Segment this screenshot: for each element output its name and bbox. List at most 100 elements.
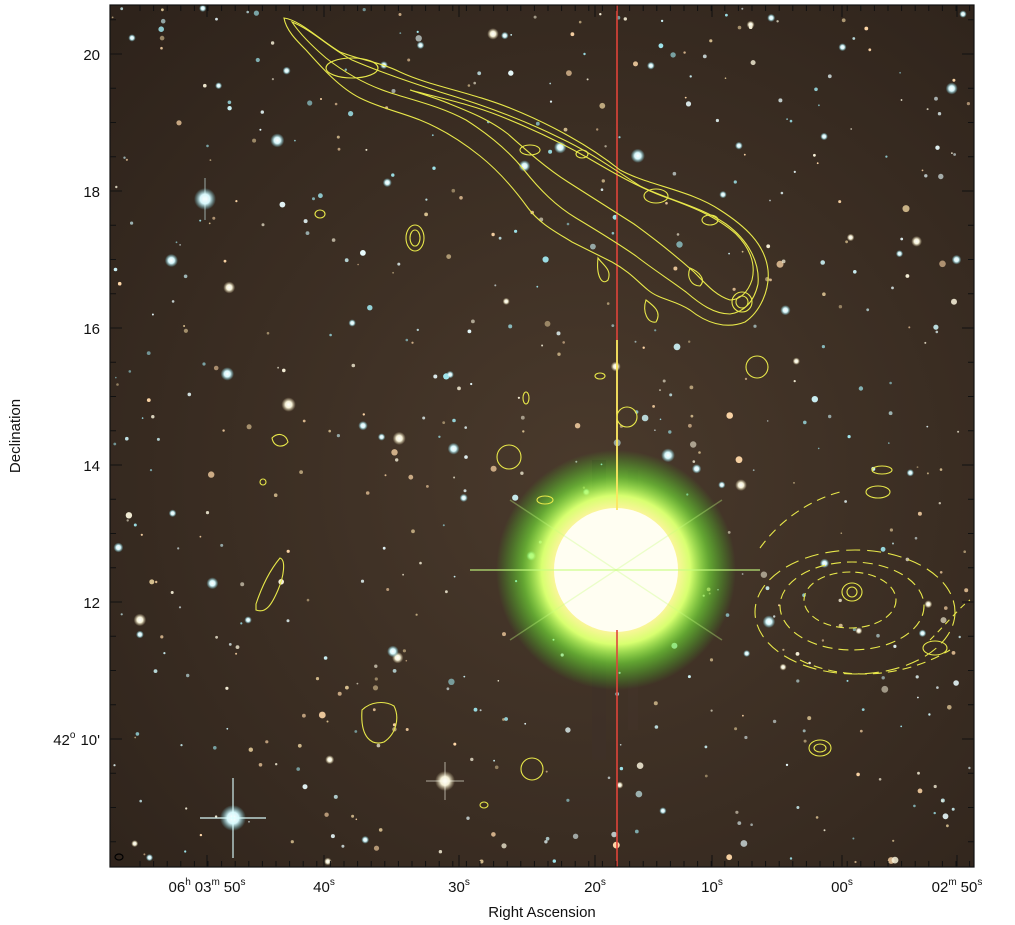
star <box>149 469 153 472</box>
star <box>318 193 323 199</box>
filament-contour-inner <box>409 89 754 301</box>
star <box>228 643 232 646</box>
source-ellipse-6 <box>405 224 425 252</box>
star <box>286 619 290 623</box>
sky-image <box>110 5 974 867</box>
star <box>491 832 496 837</box>
star <box>951 651 956 655</box>
star <box>302 419 306 423</box>
star <box>939 260 946 268</box>
star <box>184 850 187 853</box>
star <box>244 616 252 624</box>
star <box>917 771 920 775</box>
star <box>395 458 399 462</box>
star <box>630 148 645 163</box>
star <box>354 730 358 733</box>
star <box>748 25 753 30</box>
star <box>726 412 733 419</box>
star <box>753 324 757 328</box>
star <box>416 41 425 50</box>
star <box>866 308 870 312</box>
star <box>365 148 368 151</box>
star <box>596 128 599 131</box>
star <box>270 41 275 45</box>
star <box>718 481 726 489</box>
star <box>889 381 892 385</box>
star <box>277 366 279 369</box>
star <box>487 28 499 40</box>
star <box>130 221 134 225</box>
star <box>336 434 340 438</box>
star <box>765 277 770 282</box>
star <box>494 284 497 287</box>
star <box>926 108 929 111</box>
star <box>704 745 708 749</box>
star <box>951 152 953 155</box>
star <box>778 98 783 103</box>
star <box>391 173 395 177</box>
star <box>781 259 786 264</box>
star <box>659 418 662 421</box>
star <box>464 426 468 429</box>
star <box>273 493 278 498</box>
star <box>917 696 919 699</box>
star <box>466 816 470 820</box>
star <box>820 260 825 265</box>
star <box>769 199 771 202</box>
star <box>665 201 668 205</box>
star <box>323 656 328 660</box>
star <box>508 70 514 76</box>
star <box>724 77 727 79</box>
source-ellipse-7 <box>808 739 832 757</box>
star <box>735 456 743 464</box>
star <box>266 331 270 335</box>
star <box>113 267 118 272</box>
star <box>324 812 329 817</box>
y-axis-title: Declination <box>7 399 24 473</box>
star <box>544 320 551 327</box>
star <box>399 32 402 34</box>
star <box>916 466 919 468</box>
star <box>416 328 419 332</box>
star <box>658 43 664 49</box>
star <box>566 222 570 226</box>
star <box>424 212 428 217</box>
star <box>397 262 401 266</box>
star <box>741 250 744 253</box>
star <box>183 325 186 327</box>
star <box>939 468 943 471</box>
star <box>302 784 308 790</box>
star <box>282 368 286 373</box>
star <box>780 305 791 316</box>
star <box>259 128 262 131</box>
star <box>852 627 857 632</box>
y-tick-label-42deg-10min: 42o 10' <box>53 730 100 749</box>
star <box>453 742 457 746</box>
star <box>822 292 826 297</box>
star <box>341 844 345 848</box>
star <box>275 763 278 766</box>
star <box>900 237 904 241</box>
star <box>709 39 713 43</box>
star <box>776 20 779 23</box>
star <box>140 533 143 536</box>
contour-ring-cluster <box>754 465 971 675</box>
star <box>502 718 505 721</box>
star <box>719 190 727 199</box>
star <box>116 383 119 386</box>
star <box>782 648 785 651</box>
star <box>844 500 847 503</box>
star <box>175 241 178 244</box>
star <box>467 329 472 334</box>
star <box>733 180 737 184</box>
star <box>854 860 857 864</box>
star <box>793 482 795 484</box>
x-tick-labels: 06h 03m 50s 40s 30s 20s 10s 00s 02m 50s <box>169 877 983 896</box>
star <box>146 351 151 355</box>
star <box>117 281 122 286</box>
star <box>158 26 164 32</box>
star <box>828 414 832 419</box>
star <box>362 413 365 416</box>
star <box>453 575 456 578</box>
star <box>248 747 253 752</box>
